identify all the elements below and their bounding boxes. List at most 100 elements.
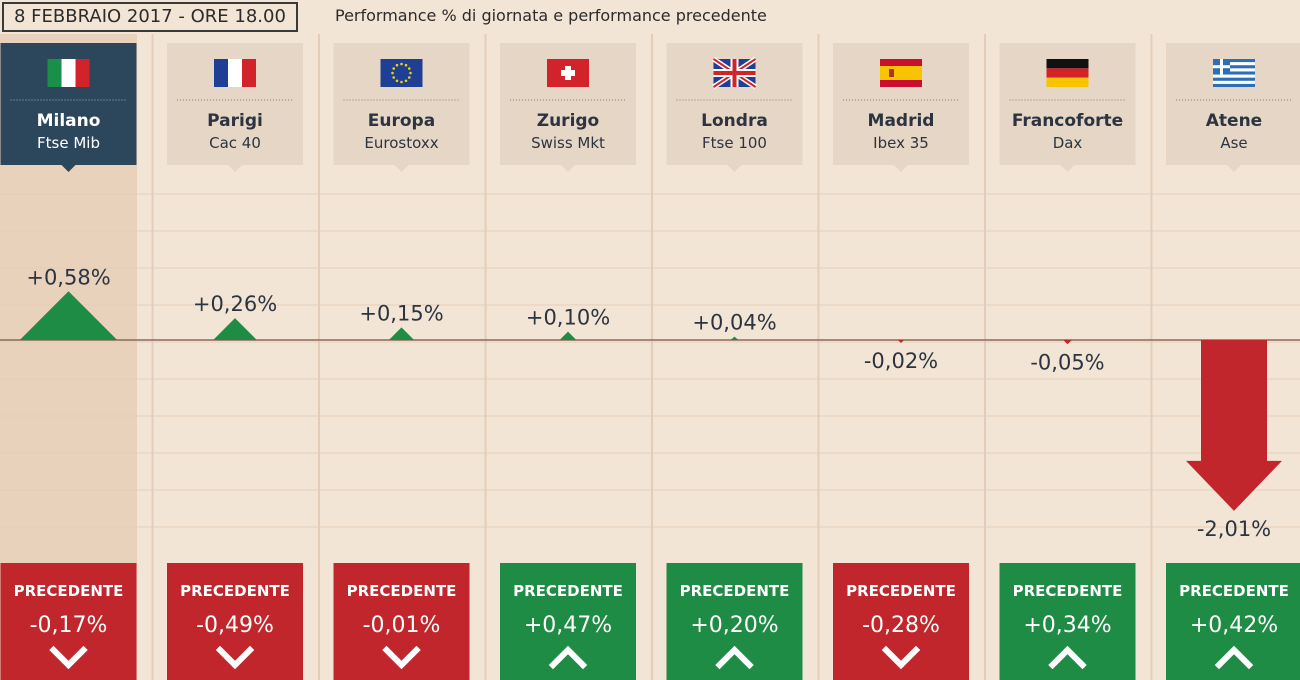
flag-star <box>404 63 408 67</box>
chevron-down-icon <box>49 645 88 670</box>
previous-box <box>333 563 470 680</box>
performance-triangle <box>559 331 577 340</box>
previous-title: PRECEDENTE <box>14 582 124 600</box>
previous-title: PRECEDENTE <box>180 582 290 600</box>
index-name: Eurostoxx <box>364 134 438 152</box>
performance-triangle <box>213 318 257 340</box>
performance-triangle <box>730 336 739 340</box>
flag-part <box>47 59 62 87</box>
market-name: Parigi <box>207 111 263 131</box>
date-label: 8 FEBBRAIO 2017 - ORE 18.00 <box>2 2 298 32</box>
market-name: Francoforte <box>1012 111 1123 131</box>
france-flag-icon <box>214 59 256 87</box>
market-name: Zurigo <box>537 111 600 131</box>
header-pointer <box>894 165 908 172</box>
previous-value: -0,01% <box>363 613 441 638</box>
performance-label: +0,15% <box>359 301 443 325</box>
top-bar: 8 FEBBRAIO 2017 - ORE 18.00 Performance … <box>0 0 1300 34</box>
performance-triangle <box>388 327 415 340</box>
performance-chart: Milano Ftse Mib +0,58% PRECEDENTE -0,17% Pari… <box>0 34 1300 680</box>
performance-triangle <box>1063 340 1072 345</box>
uk-flag-icon <box>712 56 757 90</box>
flag-part <box>242 59 256 87</box>
performance-label: +0,10% <box>526 306 610 330</box>
column-milano: Milano Ftse Mib +0,58% PRECEDENTE -0,17% <box>0 43 137 680</box>
previous-value: -0,49% <box>196 613 274 638</box>
previous-box <box>500 563 636 680</box>
flag-star <box>407 67 411 70</box>
index-name: Swiss Mkt <box>531 134 605 152</box>
performance-down-arrow <box>1186 340 1282 511</box>
previous-box <box>833 563 969 680</box>
flag-part <box>1213 68 1255 72</box>
previous-value: -0,28% <box>862 613 940 638</box>
column-parigi: Parigi Cac 40 +0,26% PRECEDENTE -0,49% <box>167 43 303 680</box>
previous-value: +0,20% <box>690 613 778 638</box>
flag-part <box>214 59 228 87</box>
flag-star <box>400 62 403 66</box>
performance-label: +0,26% <box>193 292 277 316</box>
flag-part <box>889 69 894 77</box>
flag-star <box>409 71 412 75</box>
performance-label: -2,01% <box>1197 517 1271 541</box>
index-name: Dax <box>1053 134 1083 152</box>
flag-part <box>1213 62 1255 66</box>
flag-part <box>1213 80 1255 84</box>
spain-flag-icon <box>880 59 922 87</box>
previous-title: PRECEDENTE <box>1179 582 1289 600</box>
flag-part <box>75 59 90 87</box>
index-name: Ase <box>1220 134 1247 152</box>
chart-subtitle: Performance % di giornata e performance … <box>335 6 767 25</box>
performance-label: -0,02% <box>864 349 938 373</box>
header-pointer <box>228 165 242 172</box>
chevron-up-icon <box>1214 645 1254 670</box>
flag-part <box>880 59 922 66</box>
chevron-down-icon <box>215 645 255 670</box>
flag-star <box>395 79 399 83</box>
flag-part <box>880 66 922 80</box>
column-francoforte: Francoforte Dax -0,05% PRECEDENTE +0,34% <box>999 43 1136 680</box>
header-pointer <box>561 165 575 172</box>
germany-flag-icon <box>1046 59 1089 87</box>
chevron-down-icon <box>382 645 421 670</box>
column-atene: Atene Ase -2,01% PRECEDENTE +0,42% <box>1166 43 1300 680</box>
header-pointer <box>394 165 409 172</box>
header-pointer <box>727 165 742 172</box>
previous-title: PRECEDENTE <box>680 582 790 600</box>
previous-box <box>999 563 1136 680</box>
flag-part <box>1213 65 1230 69</box>
flag-part <box>713 71 756 75</box>
performance-triangle <box>19 291 118 340</box>
column-madrid: Madrid Ibex 35 -0,02% PRECEDENTE -0,28% <box>833 43 969 680</box>
header-pointer <box>1060 165 1075 172</box>
index-name: Ftse Mib <box>37 134 100 152</box>
previous-title: PRECEDENTE <box>347 582 457 600</box>
column-zurigo: Zurigo Swiss Mkt +0,10% PRECEDENTE +0,47% <box>500 43 636 680</box>
flag-star <box>404 79 408 83</box>
flag-part <box>61 59 76 87</box>
previous-box <box>167 563 303 680</box>
market-name: Madrid <box>868 111 935 131</box>
header-pointer <box>61 165 76 172</box>
switzerland-flag-icon <box>547 59 589 87</box>
previous-value: -0,17% <box>30 613 108 638</box>
index-name: Ibex 35 <box>873 134 929 152</box>
flag-star <box>407 76 411 79</box>
chevron-down-icon <box>881 645 921 670</box>
header-pointer <box>1227 165 1241 172</box>
flag-star <box>391 71 394 75</box>
flag-part <box>1046 59 1089 69</box>
flag-part <box>880 80 922 87</box>
chevron-up-icon <box>1048 645 1087 670</box>
previous-title: PRECEDENTE <box>846 582 956 600</box>
column-londra: Londra Ftse 100 +0,04% PRECEDENTE +0,20% <box>666 43 803 680</box>
greece-flag-icon <box>1213 59 1255 87</box>
index-name: Ftse 100 <box>702 134 767 152</box>
flag-part <box>228 59 242 87</box>
previous-box <box>1166 563 1300 680</box>
flag-part <box>1046 77 1089 87</box>
flag-star <box>395 63 399 67</box>
previous-title: PRECEDENTE <box>513 582 623 600</box>
performance-label: +0,04% <box>692 311 776 335</box>
performance-triangle <box>898 340 904 343</box>
